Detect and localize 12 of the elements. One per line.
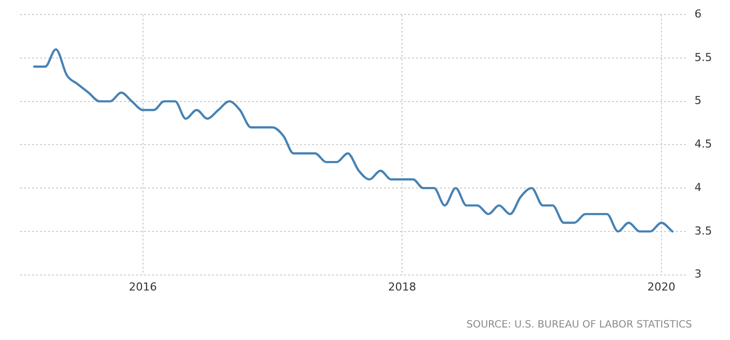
source-note: SOURCE: U.S. BUREAU OF LABOR STATISTICS <box>466 320 692 331</box>
line-series <box>33 48 674 233</box>
x-tick-label: 2020 <box>647 280 676 294</box>
y-tick-label: 3.5 <box>694 224 712 238</box>
y-tick-label: 6 <box>694 7 702 20</box>
y-tick-label: 3 <box>694 268 702 281</box>
y-tick-label: 5 <box>694 94 702 108</box>
x-tick-label: 2016 <box>128 280 157 294</box>
y-tick-label: 4.5 <box>694 138 712 151</box>
x-tick-label: 2018 <box>388 280 416 294</box>
y-tick-label: 4 <box>694 180 702 194</box>
y-tick-label: 5.5 <box>694 50 712 64</box>
